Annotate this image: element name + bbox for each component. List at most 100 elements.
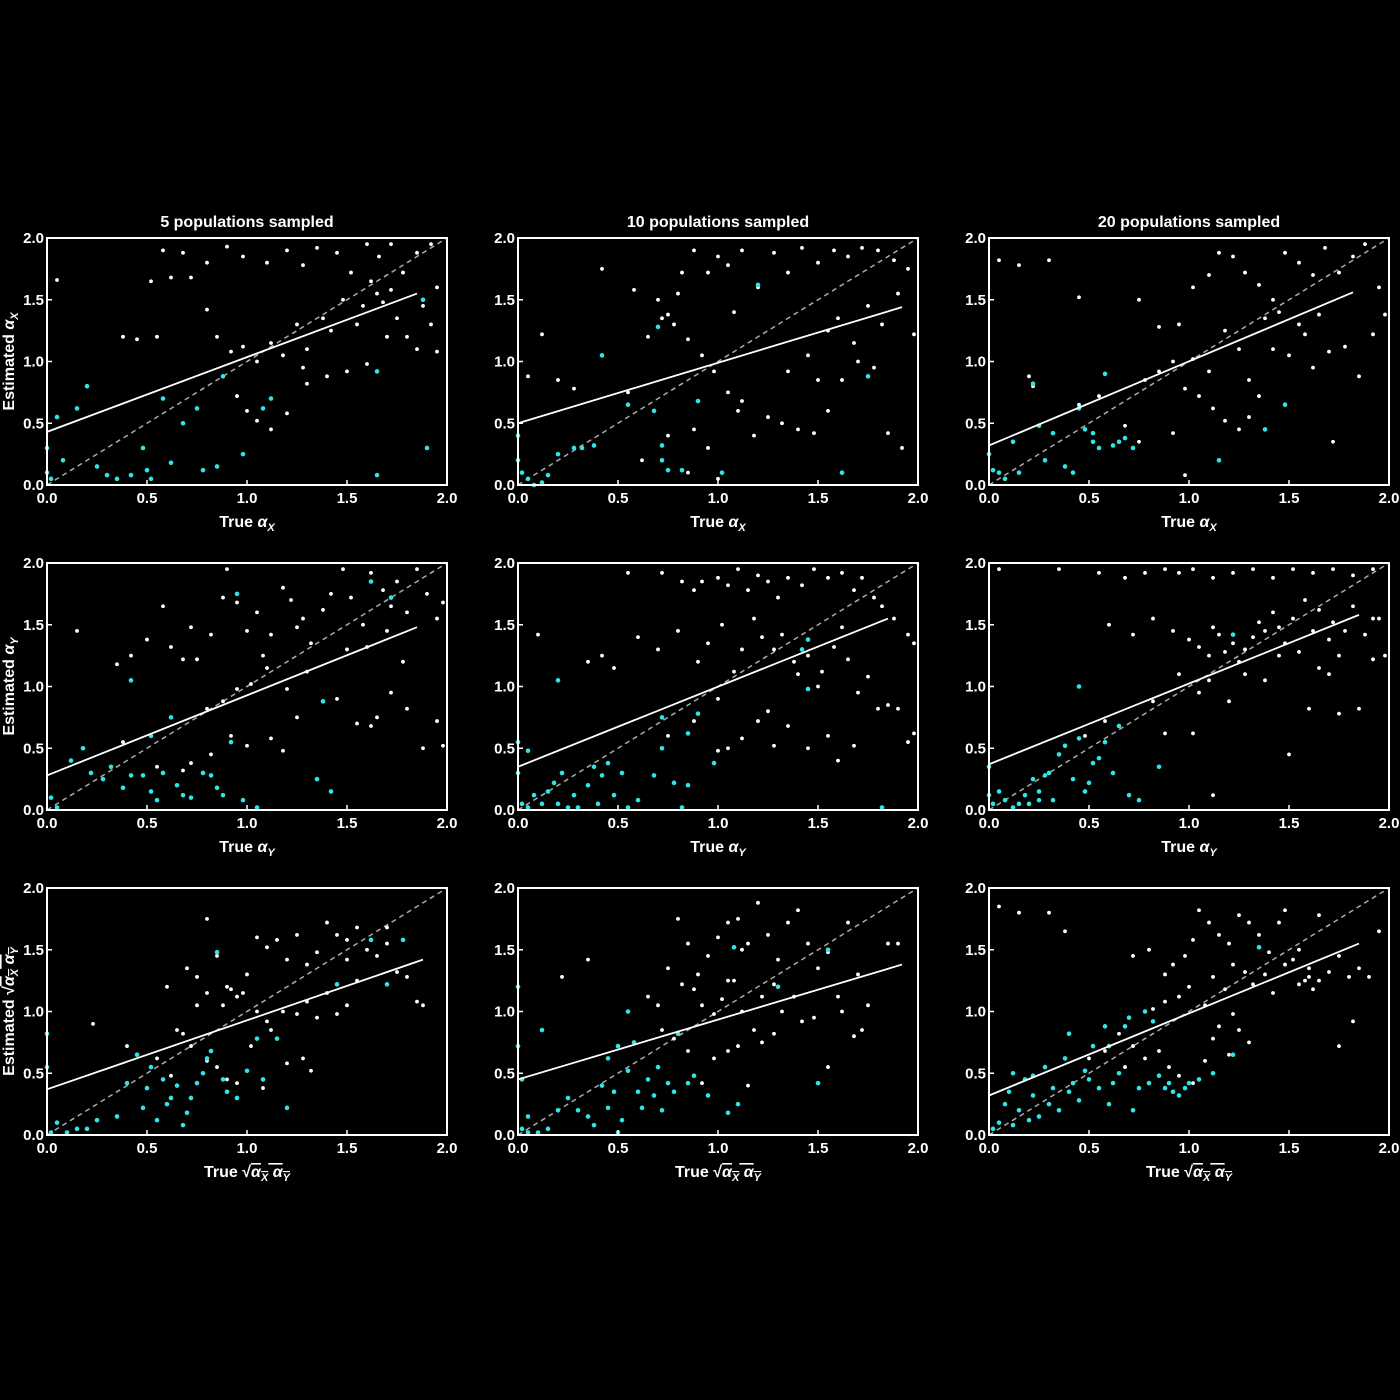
point-white bbox=[786, 270, 790, 275]
point-cyan bbox=[188, 1095, 194, 1101]
point-white bbox=[1287, 752, 1291, 757]
point-white bbox=[385, 925, 389, 930]
point-white bbox=[1247, 378, 1251, 382]
point-cyan bbox=[1086, 780, 1092, 786]
point-white bbox=[832, 248, 836, 253]
point-white bbox=[189, 761, 193, 765]
point-white bbox=[115, 662, 119, 667]
point-cyan bbox=[388, 595, 394, 600]
point-white bbox=[275, 937, 279, 942]
x-tick-label: 2.0 bbox=[1379, 815, 1400, 832]
fit-line bbox=[517, 963, 903, 1081]
point-white bbox=[852, 743, 856, 748]
point-cyan bbox=[314, 776, 320, 782]
point-white bbox=[315, 950, 319, 955]
point-white bbox=[700, 353, 704, 358]
point-cyan bbox=[1010, 1070, 1016, 1076]
point-white bbox=[1311, 629, 1315, 633]
point-white bbox=[880, 322, 884, 327]
point-white bbox=[1317, 312, 1321, 317]
point-cyan bbox=[1030, 1093, 1036, 1098]
panel-r2-c0: 0.0 0.5 1.0 1.5 2.0 0.0 0.5 1.0 1.5 2.0 True √αX α… bbox=[1, 880, 457, 1184]
point-white bbox=[265, 1019, 269, 1024]
point-cyan bbox=[1010, 805, 1016, 810]
point-white bbox=[195, 657, 199, 662]
point-white bbox=[385, 629, 389, 633]
point-white bbox=[746, 1083, 750, 1088]
point-white bbox=[265, 666, 269, 670]
point-cyan bbox=[1076, 736, 1082, 741]
point-white bbox=[395, 970, 399, 974]
y-tick-label: 1.5 bbox=[494, 292, 515, 309]
point-white bbox=[816, 966, 820, 971]
point-white bbox=[395, 316, 399, 321]
point-white bbox=[1257, 933, 1261, 937]
point-white bbox=[780, 1009, 784, 1014]
point-cyan bbox=[74, 406, 80, 411]
point-white bbox=[1257, 283, 1261, 287]
x-axis-label: True αX bbox=[219, 514, 275, 534]
point-cyan bbox=[705, 1093, 711, 1098]
point-white bbox=[700, 1081, 704, 1086]
point-cyan bbox=[665, 1080, 671, 1086]
point-cyan bbox=[220, 374, 226, 379]
point-white bbox=[415, 347, 419, 352]
point-white bbox=[826, 734, 830, 738]
point-white bbox=[1171, 359, 1175, 364]
point-cyan bbox=[224, 1089, 230, 1095]
point-white bbox=[401, 270, 405, 275]
point-white bbox=[840, 378, 844, 382]
point-cyan bbox=[585, 783, 591, 788]
point-cyan bbox=[68, 758, 74, 763]
point-white bbox=[1351, 604, 1355, 609]
point-white bbox=[732, 669, 736, 674]
point-white bbox=[185, 966, 189, 971]
point-cyan bbox=[805, 686, 811, 692]
point-cyan bbox=[651, 773, 657, 778]
point-white bbox=[285, 687, 289, 691]
y-tick-label: 1.0 bbox=[965, 1004, 986, 1021]
y-tick-label: 0.5 bbox=[965, 740, 986, 757]
x-tick-label: 2.0 bbox=[1379, 1140, 1400, 1157]
point-white bbox=[1147, 947, 1151, 952]
point-white bbox=[281, 585, 285, 590]
point-cyan bbox=[1036, 1114, 1042, 1119]
point-white bbox=[1227, 699, 1231, 704]
x-tick-label: 0.5 bbox=[608, 490, 629, 507]
point-white bbox=[1151, 616, 1155, 621]
point-cyan bbox=[114, 476, 120, 482]
point-cyan bbox=[1136, 1085, 1142, 1091]
point-cyan bbox=[605, 760, 611, 766]
point-white bbox=[1251, 982, 1255, 987]
point-white bbox=[321, 316, 325, 321]
point-white bbox=[1177, 570, 1181, 575]
point-cyan bbox=[214, 464, 220, 469]
fit-line bbox=[988, 291, 1354, 447]
point-white bbox=[335, 250, 339, 255]
point-white bbox=[696, 972, 700, 977]
point-cyan bbox=[128, 472, 134, 478]
point-white bbox=[1251, 635, 1255, 639]
point-cyan bbox=[1050, 797, 1056, 803]
x-tick-label: 1.0 bbox=[708, 815, 729, 832]
point-cyan bbox=[525, 476, 531, 482]
point-white bbox=[1343, 344, 1347, 349]
y-tick-label: 2.0 bbox=[494, 880, 515, 897]
point-cyan bbox=[1090, 430, 1096, 436]
point-cyan bbox=[695, 398, 701, 404]
point-white bbox=[161, 248, 165, 253]
point-cyan bbox=[591, 764, 597, 770]
point-white bbox=[215, 1065, 219, 1069]
y-tick-label: 2.0 bbox=[23, 230, 44, 247]
point-white bbox=[1283, 250, 1287, 255]
point-cyan bbox=[420, 297, 426, 303]
point-cyan bbox=[1116, 1070, 1122, 1076]
point-white bbox=[1217, 1024, 1221, 1029]
point-white bbox=[666, 734, 670, 738]
point-cyan bbox=[611, 792, 617, 798]
point-white bbox=[1097, 570, 1101, 575]
point-white bbox=[836, 316, 840, 321]
point-white bbox=[666, 433, 670, 438]
point-cyan bbox=[260, 1077, 266, 1082]
point-white bbox=[1377, 929, 1381, 934]
